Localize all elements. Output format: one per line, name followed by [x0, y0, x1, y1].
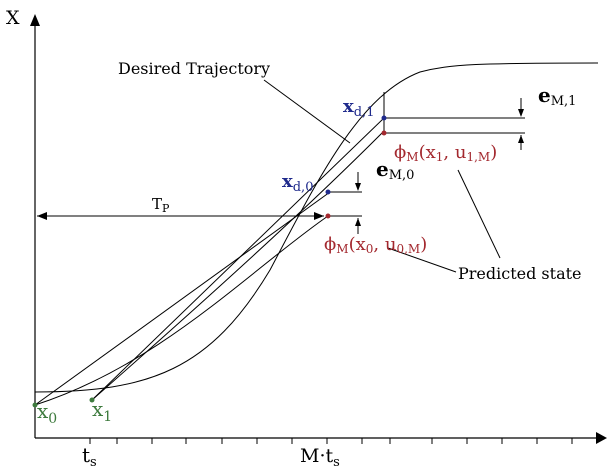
point-pred1	[381, 130, 387, 136]
straight-line-0	[34, 191, 331, 406]
desired-trajectory-label: Desired Trajectory	[118, 59, 270, 78]
x-axis-ticks	[89, 438, 573, 444]
error-bracket-0	[328, 172, 362, 234]
label-xd0: xd,0	[282, 171, 313, 195]
y-axis-label: X	[6, 7, 20, 29]
point-xd1	[381, 115, 387, 121]
desired-trajectory-pointer	[263, 79, 351, 144]
label-xd1: xd,1	[343, 96, 374, 120]
label-x1: x1	[92, 397, 112, 425]
desired-trajectory-curve	[34, 62, 599, 393]
x-tick-ts: ts	[82, 443, 97, 467]
straight-line-1	[91, 117, 385, 401]
point-x1	[89, 397, 95, 403]
predicted-state-label: Predicted state	[458, 264, 582, 283]
y-axis-arrow	[30, 14, 40, 26]
tp-label: TP	[152, 195, 170, 215]
x-axis-arrow	[596, 432, 607, 444]
x-tick-M-ts: M·ts	[300, 445, 340, 467]
error-bracket-1	[384, 98, 525, 150]
predicted-trajectory-0	[34, 215, 329, 406]
label-eM1: eM,1	[538, 83, 576, 109]
label-phi0: ϕM(x0, u0,M)	[324, 234, 427, 256]
point-x0	[32, 402, 38, 408]
predicted-state-pointer-1	[457, 169, 501, 259]
point-pred0	[325, 213, 331, 219]
predicted-state-pointer-0	[387, 247, 457, 273]
predicted-trajectory-1	[91, 132, 383, 401]
label-phi1: ϕM(x1, u1,M)	[394, 142, 497, 164]
label-eM0: eM,0	[376, 157, 414, 183]
label-x0: x0	[37, 399, 57, 427]
point-xd0	[325, 189, 331, 195]
